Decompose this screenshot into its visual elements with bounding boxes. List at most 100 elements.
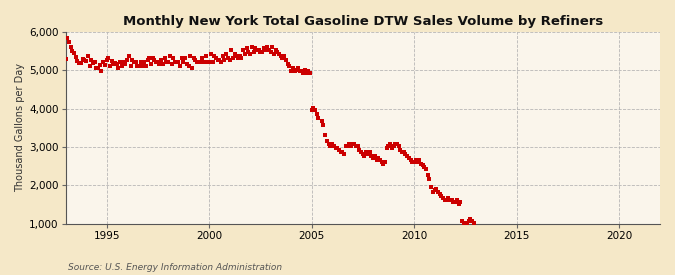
Point	[443, 196, 454, 200]
Point	[292, 65, 303, 70]
Point	[197, 56, 208, 60]
Point	[431, 186, 441, 191]
Point	[105, 64, 115, 69]
Point	[321, 138, 332, 143]
Point	[217, 54, 228, 58]
Point	[163, 60, 173, 64]
Point	[236, 56, 247, 60]
Point	[169, 60, 180, 64]
Point	[381, 146, 392, 150]
Point	[101, 57, 112, 62]
Point	[288, 65, 298, 70]
Point	[339, 152, 350, 156]
Point	[259, 46, 269, 51]
Point	[281, 58, 292, 62]
Point	[132, 64, 142, 68]
Point	[231, 54, 242, 58]
Point	[350, 144, 361, 148]
Point	[389, 142, 400, 147]
Point	[362, 152, 373, 156]
Point	[224, 58, 235, 62]
Point	[204, 60, 215, 64]
Point	[107, 59, 117, 64]
Point	[76, 60, 86, 65]
Point	[115, 60, 126, 64]
Point	[240, 52, 250, 56]
Point	[226, 48, 237, 53]
Point	[156, 58, 167, 62]
Point	[125, 64, 136, 68]
Point	[269, 52, 279, 56]
Point	[335, 150, 346, 154]
Point	[108, 62, 119, 66]
Point	[67, 49, 78, 53]
Point	[438, 196, 449, 200]
Point	[458, 221, 469, 225]
Point	[221, 52, 232, 56]
Point	[405, 158, 416, 162]
Point	[175, 64, 186, 68]
Point	[357, 152, 368, 156]
Point	[214, 58, 225, 62]
Point	[103, 56, 113, 60]
Point	[354, 148, 364, 152]
Point	[419, 165, 430, 170]
Point	[213, 58, 223, 62]
Point	[180, 56, 190, 60]
Point	[468, 221, 479, 225]
Point	[352, 144, 363, 148]
Point	[84, 64, 95, 68]
Point	[274, 52, 285, 56]
Point	[159, 56, 170, 60]
Point	[134, 64, 144, 68]
Point	[86, 57, 97, 62]
Point	[311, 111, 322, 116]
Point	[383, 144, 394, 148]
Point	[146, 62, 157, 66]
Point	[439, 198, 450, 202]
Point	[227, 56, 238, 60]
Point	[421, 167, 431, 172]
Point	[164, 54, 175, 58]
Point	[211, 56, 221, 60]
Point	[340, 144, 351, 148]
Point	[151, 60, 161, 64]
Point	[171, 60, 182, 64]
Point	[79, 57, 90, 62]
Point	[173, 60, 184, 64]
Y-axis label: Thousand Gallons per Day: Thousand Gallons per Day	[15, 63, 25, 192]
Point	[300, 67, 310, 72]
Point	[74, 60, 85, 65]
Point	[414, 158, 425, 162]
Point	[304, 71, 315, 76]
Point	[465, 217, 476, 221]
Point	[127, 58, 138, 62]
Point	[144, 56, 155, 60]
Point	[262, 44, 273, 49]
Point	[361, 150, 372, 154]
Point	[138, 60, 149, 64]
Point	[98, 60, 109, 64]
Point	[120, 62, 131, 66]
Point	[140, 64, 151, 68]
Point	[298, 71, 308, 76]
Point	[436, 194, 447, 198]
Point	[337, 150, 348, 154]
Point	[149, 58, 160, 62]
Point	[253, 48, 264, 53]
Point	[433, 190, 443, 194]
Point	[250, 46, 261, 51]
Point	[256, 50, 267, 54]
Point	[342, 144, 353, 148]
Point	[424, 177, 435, 181]
Point	[136, 60, 146, 64]
Point	[65, 45, 76, 50]
Point	[277, 56, 288, 60]
Point	[426, 184, 437, 189]
Point	[223, 56, 234, 60]
Point	[202, 60, 213, 64]
Point	[190, 58, 200, 62]
Point	[402, 154, 412, 158]
Point	[400, 152, 411, 156]
Point	[244, 52, 255, 56]
